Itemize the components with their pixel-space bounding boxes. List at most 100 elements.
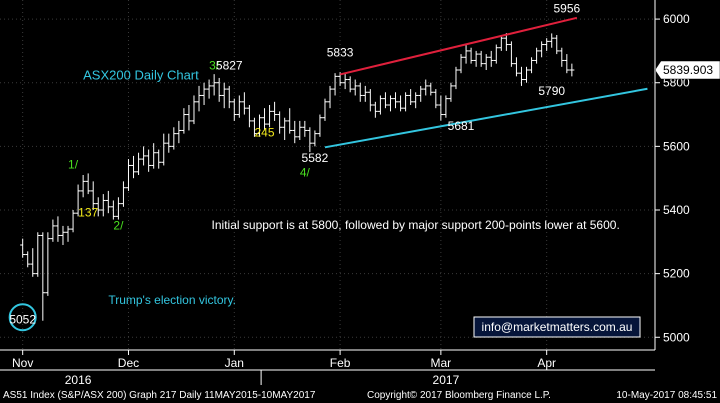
ohlc-bar [141, 146, 147, 166]
wave-4: 4/ [300, 166, 311, 180]
wave-2: 2/ [113, 219, 124, 233]
price-bars [20, 33, 575, 321]
ohlc-bar [236, 95, 242, 118]
ohlc-bar [443, 95, 449, 118]
price-5790: 5790 [538, 84, 565, 98]
footer-right: 10-May-2017 08:45:51 [616, 390, 717, 401]
ohlc-bar [498, 35, 504, 51]
ohlc-bar [448, 82, 454, 102]
ohlc-bar [539, 41, 545, 58]
price-5827: 5827 [216, 58, 243, 72]
price-137: 137 [78, 205, 98, 219]
last-price-tag: 5839.903 [654, 60, 720, 80]
ohlc-bar [30, 248, 36, 277]
ohlc-bar [125, 159, 131, 191]
ohlc-bar [513, 57, 519, 77]
ohlc-bar [110, 200, 116, 220]
ohlc-bar [518, 66, 524, 86]
ohlc-bar [231, 98, 237, 121]
ohlc-bar [20, 238, 26, 258]
ohlc-bar [85, 173, 91, 195]
ohlc-bar [544, 38, 550, 51]
election-note: Trump's election victory. [108, 293, 236, 307]
ohlc-bar [216, 77, 222, 102]
ohlc-bar [387, 95, 393, 112]
price-245: 245 [255, 126, 275, 140]
ohlc-bar [362, 85, 368, 102]
ohlc-bar [503, 33, 509, 51]
y-tick-label-5000: 5000 [663, 330, 690, 344]
ohlc-bar [332, 73, 338, 96]
ohlc-bar [408, 89, 414, 105]
ohlc-bar [554, 35, 560, 55]
ohlc-bar [317, 114, 323, 137]
ohlc-bar [176, 120, 182, 144]
y-tick-label-5400: 5400 [663, 203, 690, 217]
y-tick-label-5600: 5600 [663, 139, 690, 153]
ohlc-bar [50, 219, 56, 242]
ohlc-bar [549, 33, 555, 48]
price-5582: 5582 [302, 151, 329, 165]
price-5833: 5833 [327, 45, 354, 59]
ohlc-bar [115, 197, 121, 220]
last-price-label: 5839.903 [663, 63, 713, 77]
ohlc-bar [423, 79, 429, 96]
ohlc-bar [226, 85, 232, 109]
ohlc-bar [453, 66, 459, 90]
ohlc-bar [352, 79, 358, 96]
ohlc-bar [292, 120, 298, 144]
ohlc-bar [262, 108, 268, 131]
ohlc-bar [211, 74, 217, 96]
x-tick-label-dec: Dec [118, 356, 139, 370]
ohlc-bar [322, 98, 328, 121]
wave-3: 3/ [209, 58, 220, 72]
ohlc-bar [483, 54, 489, 70]
x-axis: Nov Dec Jan Feb Mar Apr 2016 2017 [0, 349, 655, 387]
watermark-frame [473, 316, 641, 338]
x-tick-label-feb: Feb [330, 356, 351, 370]
ohlc-bar [488, 50, 494, 67]
ohlc-bar [418, 85, 424, 102]
ohlc-bar [100, 194, 106, 217]
ohlc-bar [55, 216, 61, 242]
ohlc-bar [80, 175, 86, 198]
ohlc-bar [559, 47, 565, 67]
ohlc-bar [171, 127, 177, 150]
ohlc-bar [120, 181, 126, 207]
watermark-text: info@marketmatters.com.au [482, 320, 633, 334]
ohlc-bar [377, 95, 383, 115]
ohlc-bar [35, 232, 41, 277]
ohlc-bar [473, 50, 479, 67]
ohlc-bar [569, 63, 575, 77]
ohlc-bar [524, 66, 530, 83]
ohlc-bar [75, 184, 81, 217]
ohlc-bar [70, 210, 76, 233]
y-tick-label-6000: 6000 [663, 12, 690, 26]
ohlc-bar [267, 105, 273, 128]
ohlc-bar [206, 79, 212, 99]
ohlc-bar [337, 72, 343, 86]
ohlc-bar [403, 92, 409, 112]
ohlc-bar [65, 225, 71, 242]
trendlines [324, 16, 648, 149]
ohlc-bar [90, 181, 96, 210]
ohlc-bar [241, 92, 247, 115]
ohlc-bar [297, 120, 303, 140]
ohlc-bar [428, 82, 434, 96]
x-year-label-2016: 2016 [65, 373, 92, 387]
ohlc-bar [272, 101, 278, 121]
ohlc-bar [312, 130, 318, 147]
ohlc-bar [191, 95, 197, 125]
ohlc-bar [282, 117, 288, 140]
footer: AS51 Index (S&P/ASX 200) Graph 217 Daily… [3, 390, 717, 401]
election-circle [8, 303, 37, 332]
ohlc-bar [105, 190, 111, 214]
ohlc-bar [478, 50, 484, 67]
ohlc-bar [246, 105, 252, 128]
ohlc-bar [438, 95, 444, 121]
ohlc-bar [347, 76, 353, 93]
ohlc-bar [146, 149, 152, 172]
ohlc-bar [151, 143, 157, 169]
ohlc-bar [25, 251, 31, 268]
